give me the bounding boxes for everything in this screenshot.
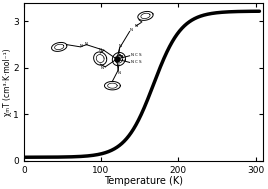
Y-axis label: χₘT (cm³·K·mol⁻¹): χₘT (cm³·K·mol⁻¹) [3, 48, 12, 116]
X-axis label: Temperature (K): Temperature (K) [104, 176, 183, 186]
